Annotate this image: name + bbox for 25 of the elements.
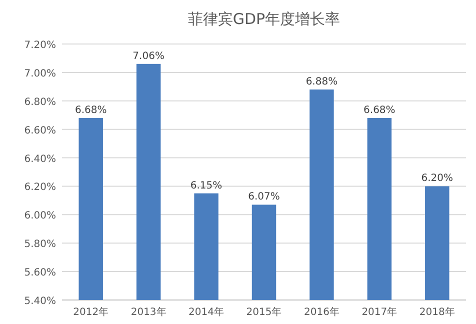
x-tick-label: 2017年 [362,306,398,318]
y-tick-label: 6.20% [24,182,56,194]
y-tick-label: 5.80% [24,239,56,250]
data-label: 6.15% [190,180,222,192]
chart-title: 菲律宾GDP年度增长率 [188,10,340,28]
y-tick-label: 6.00% [24,210,56,222]
data-label: 6.20% [421,173,454,184]
data-label: 6.68% [364,104,396,116]
data-label: 6.88% [306,76,338,88]
data-label: 6.68% [74,104,107,116]
data-label: 6.07% [248,192,280,203]
y-tick-label: 7.00% [24,68,56,80]
x-tick-label: 2015年 [246,306,282,318]
x-tick-label: 2012年 [73,306,109,318]
y-tick-label: 6.40% [24,154,56,165]
x-tick-label: 2016年 [304,306,340,318]
data-label: 7.06% [132,50,164,62]
y-tick-label: 5.60% [24,268,56,279]
y-tick-label: 7.20% [24,40,56,51]
x-tick-label: 2018年 [419,306,455,318]
y-tick-label: 6.60% [24,125,56,136]
y-tick-label: 6.80% [24,96,56,108]
y-tick-label: 5.40% [24,296,56,307]
x-tick-label: 2013年 [130,306,166,318]
x-tick-label: 2014年 [188,306,224,318]
